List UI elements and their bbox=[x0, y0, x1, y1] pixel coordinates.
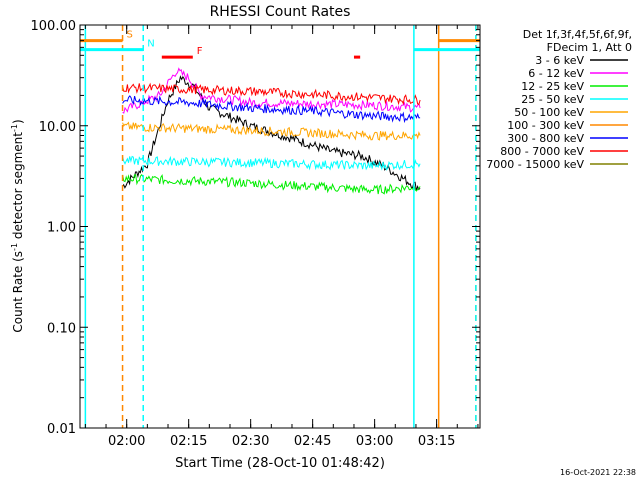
legend-label-9: 7000 - 15000 keV bbox=[486, 158, 584, 171]
y-axis-label: Count Rate (s-1 detector segment-1) bbox=[10, 119, 25, 332]
y-tick-label: 0.01 bbox=[47, 422, 76, 437]
legend-label-4: 25 - 50 keV bbox=[521, 93, 584, 106]
legend-label-3: 12 - 25 keV bbox=[521, 80, 584, 93]
series-layer bbox=[122, 67, 421, 195]
series-line-5 bbox=[122, 121, 421, 141]
legend-label-8: 800 - 7000 keV bbox=[500, 145, 584, 158]
x-axis: 02:00 02:15 02:30 02:45 03:00 03:15 bbox=[84, 25, 479, 449]
marker-layer bbox=[84, 25, 477, 428]
legend-header-line-2: FDecim 1, Att 0 bbox=[547, 41, 632, 54]
footer-timestamp: 16-Oct-2021 22:38 bbox=[560, 468, 636, 477]
chart-title: RHESSI Count Rates bbox=[210, 4, 351, 20]
series-line-1 bbox=[122, 75, 421, 191]
x-tick-label: 02:15 bbox=[170, 434, 207, 449]
legend-label-2: 6 - 12 keV bbox=[528, 67, 584, 80]
y-axis-label-main: Count Rate (s bbox=[11, 251, 25, 333]
y-axis-label-sup2: -1 bbox=[10, 124, 19, 132]
series-line-2 bbox=[122, 67, 421, 114]
series-line-4 bbox=[122, 155, 421, 171]
y-tick-label: 0.10 bbox=[47, 321, 76, 336]
y-tick-label: 100.00 bbox=[31, 19, 77, 34]
legend-header-line-1: Det 1f,3f,4f,5f,6f,9f, bbox=[523, 28, 632, 41]
x-tick-label: 03:00 bbox=[356, 434, 393, 449]
series-line-7 bbox=[122, 95, 421, 124]
series-line-3 bbox=[122, 173, 421, 195]
y-tick-label: 10.00 bbox=[39, 120, 76, 135]
legend: Det 1f,3f,4f,5f,6f,9f, FDecim 1, Att 0 3… bbox=[486, 28, 632, 171]
state-label-s: S bbox=[127, 30, 133, 41]
x-tick-label: 02:30 bbox=[232, 434, 269, 449]
state-bar-layer: S N F bbox=[80, 30, 480, 59]
legend-label-6: 100 - 300 keV bbox=[507, 119, 584, 132]
x-tick-label: 02:45 bbox=[294, 434, 331, 449]
y-tick-label: 1.00 bbox=[47, 221, 76, 236]
y-axis-label-end: ) bbox=[11, 119, 25, 124]
x-tick-label: 03:15 bbox=[418, 434, 455, 449]
state-label-f: F bbox=[197, 46, 203, 57]
y-axis-label-mid: detector segment bbox=[11, 132, 25, 243]
series-line-8 bbox=[122, 82, 421, 106]
state-label-n: N bbox=[147, 39, 154, 50]
legend-label-7: 300 - 800 keV bbox=[507, 132, 584, 145]
y-axis-label-sup1: -1 bbox=[10, 243, 19, 251]
x-axis-label: Start Time (28-Oct-10 01:48:42) bbox=[175, 456, 385, 471]
legend-label-5: 50 - 100 keV bbox=[514, 106, 584, 119]
x-tick-label: 02:00 bbox=[108, 434, 145, 449]
y-axis: 0.01 0.10 1.00 10.00 100.00 bbox=[31, 19, 480, 437]
legend-label-1: 3 - 6 keV bbox=[535, 54, 584, 67]
